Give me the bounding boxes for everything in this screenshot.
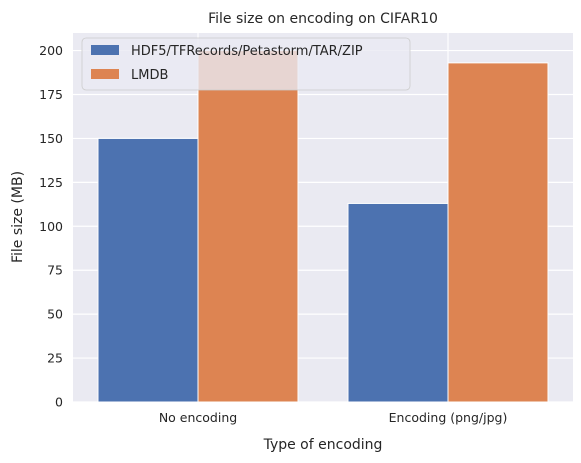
y-ticks: 0 25 50 75 100 125 150 175 200	[39, 43, 63, 409]
legend-label-series-1: HDF5/TFRecords/Petastorm/TAR/ZIP	[131, 44, 363, 59]
y-tick-label: 50	[47, 307, 63, 322]
y-tick-label: 75	[47, 263, 63, 278]
y-tick-label: 100	[39, 219, 63, 234]
y-tick-label: 150	[39, 131, 63, 146]
bar-series-2-category-1	[197, 50, 299, 403]
legend-swatch-series-2	[91, 69, 119, 79]
x-tick-label: Encoding (png/jpg)	[389, 410, 508, 425]
y-axis-label: File size (MB)	[10, 171, 26, 263]
x-tick-label: No encoding	[159, 410, 237, 425]
y-tick-label: 200	[39, 43, 63, 58]
y-tick-label: 0	[55, 395, 63, 410]
chart-title: File size on encoding on CIFAR10	[208, 11, 438, 27]
bar-series-1-category-2	[347, 202, 449, 403]
y-tick-label: 175	[39, 87, 63, 102]
legend-label-series-2: LMDB	[131, 68, 168, 83]
legend-box	[81, 37, 411, 91]
bars	[97, 50, 549, 403]
legend-swatch-series-1	[91, 45, 119, 55]
x-ticks: No encoding Encoding (png/jpg)	[159, 410, 508, 425]
bar-series-1-category-1	[97, 137, 199, 403]
x-axis-label: Type of encoding	[263, 437, 383, 453]
legend: HDF5/TFRecords/Petastorm/TAR/ZIP LMDB	[81, 37, 411, 91]
y-tick-label: 125	[39, 175, 63, 190]
bar-series-2-category-2	[447, 62, 549, 403]
y-tick-label: 25	[47, 351, 63, 366]
